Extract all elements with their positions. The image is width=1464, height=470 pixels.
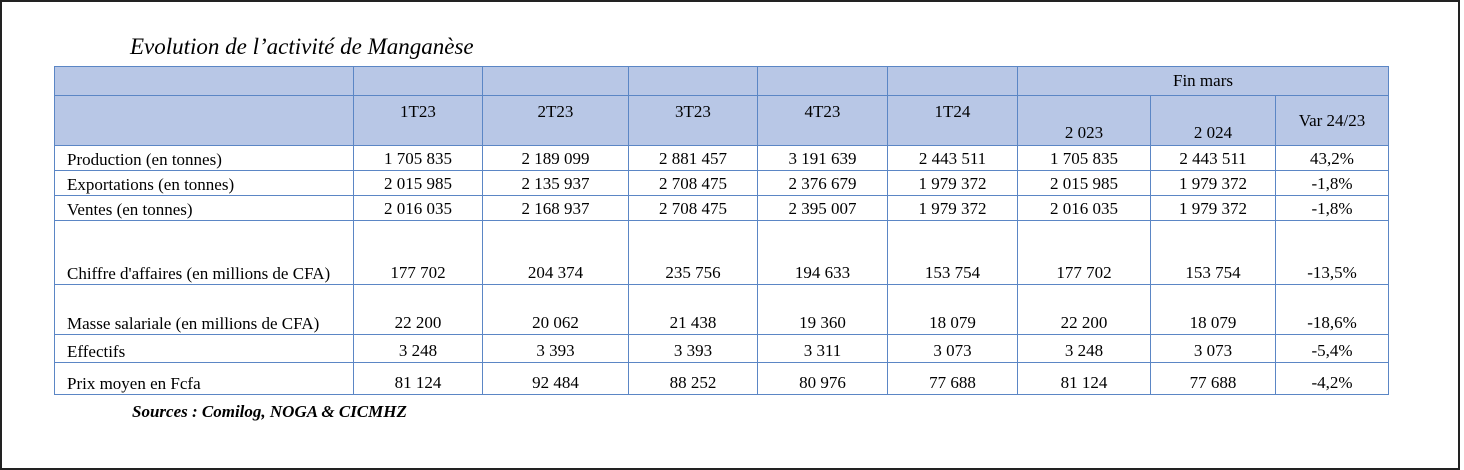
cell: 77 688 [887, 362, 1018, 395]
cell: -1,8% [1275, 170, 1389, 196]
row-label: Exportations (en tonnes) [54, 170, 354, 196]
header-cell [54, 95, 354, 146]
cell: 1 979 372 [887, 170, 1018, 196]
source: Sources : Comilog, NOGA & CICMHZ [132, 402, 407, 421]
cell: 20 062 [482, 284, 629, 335]
cell: -18,6% [1275, 284, 1389, 335]
cell: 2 168 937 [482, 195, 629, 221]
cell: 2 135 937 [482, 170, 629, 196]
cell: -1,8% [1275, 195, 1389, 221]
cell: 177 702 [353, 220, 483, 285]
title: Evolution de l’activité de Manganèse [130, 34, 474, 59]
column-header: 1T24 [887, 95, 1018, 146]
cell: 19 360 [757, 284, 888, 335]
cell: 18 079 [1150, 284, 1276, 335]
cell: 2 016 035 [1017, 195, 1151, 221]
table: Fin mars 1T23 2T23 3T23 4T23 1T24 2 023 2 024 V… [54, 66, 1389, 395]
cell: 3 073 [1150, 334, 1276, 363]
cell: 3 248 [353, 334, 483, 363]
cell: 22 200 [1017, 284, 1151, 335]
cell: 2 189 099 [482, 145, 629, 171]
cell: 92 484 [482, 362, 629, 395]
cell: 3 393 [482, 334, 629, 363]
cell: 2 016 035 [353, 195, 483, 221]
cell: -13,5% [1275, 220, 1389, 285]
row-label: Effectifs [54, 334, 354, 363]
cell: 3 073 [887, 334, 1018, 363]
cell: 204 374 [482, 220, 629, 285]
cell: 80 976 [757, 362, 888, 395]
cell: 153 754 [1150, 220, 1276, 285]
row-label: Prix moyen en Fcfa [54, 362, 354, 395]
column-header: 2T23 [482, 95, 629, 146]
cell: 2 443 511 [1150, 145, 1276, 171]
header-cell [54, 66, 354, 96]
table-row: Chiffre d'affaires (en millions de CFA) 1… [54, 220, 1389, 285]
cell: 2 015 985 [1017, 170, 1151, 196]
cell: 235 756 [628, 220, 758, 285]
cell: 1 979 372 [1150, 195, 1276, 221]
cell: 2 881 457 [628, 145, 758, 171]
cell: 1 705 835 [1017, 145, 1151, 171]
header-cell [482, 66, 629, 96]
cell: 1 979 372 [887, 195, 1018, 221]
table-row: Effectifs 3 248 3 393 3 393 3 311 3 073 3 248 3… [54, 334, 1389, 363]
cell: 1 979 372 [1150, 170, 1276, 196]
row-label: Ventes (en tonnes) [54, 195, 354, 221]
column-header: 4T23 [757, 95, 888, 146]
cell: 194 633 [757, 220, 888, 285]
group-header: Fin mars [1017, 66, 1389, 96]
cell: 81 124 [353, 362, 483, 395]
cell: 2 708 475 [628, 170, 758, 196]
cell: 2 443 511 [887, 145, 1018, 171]
table-row: Exportations (en tonnes) 2 015 985 2 135 9… [54, 170, 1389, 196]
row-label: Masse salariale (en millions de CFA) [54, 284, 354, 335]
cell: 2 708 475 [628, 195, 758, 221]
cell: -4,2% [1275, 362, 1389, 395]
header-cell [887, 66, 1018, 96]
column-header: 2 023 [1017, 95, 1151, 146]
column-header: 1T23 [353, 95, 483, 146]
cell: 2 015 985 [353, 170, 483, 196]
cell: 3 248 [1017, 334, 1151, 363]
cell: 81 124 [1017, 362, 1151, 395]
cell: 3 191 639 [757, 145, 888, 171]
cell: 22 200 [353, 284, 483, 335]
table-row: Masse salariale (en millions de CFA) 22 2… [54, 284, 1389, 335]
cell: 77 688 [1150, 362, 1276, 395]
column-header: Var 24/23 [1275, 95, 1389, 146]
cell: 88 252 [628, 362, 758, 395]
table-row: Production (en tonnes) 1 705 835 2 189 099… [54, 145, 1389, 171]
cell: 18 079 [887, 284, 1018, 335]
cell: -5,4% [1275, 334, 1389, 363]
cell: 177 702 [1017, 220, 1151, 285]
column-header: 3T23 [628, 95, 758, 146]
cell: 153 754 [887, 220, 1018, 285]
cell: 2 395 007 [757, 195, 888, 221]
row-label: Chiffre d'affaires (en millions de CFA) [54, 220, 354, 285]
cell: 43,2% [1275, 145, 1389, 171]
header-cell [353, 66, 483, 96]
row-label: Production (en tonnes) [54, 145, 354, 171]
cell: 3 393 [628, 334, 758, 363]
table-row: Prix moyen en Fcfa 81 124 92 484 88 252 80 9… [54, 362, 1389, 395]
cell: 3 311 [757, 334, 888, 363]
header-cell [757, 66, 888, 96]
column-header: 2 024 [1150, 95, 1276, 146]
cell: 2 376 679 [757, 170, 888, 196]
table-row: Ventes (en tonnes) 2 016 035 2 168 937 2 70… [54, 195, 1389, 221]
cell: 1 705 835 [353, 145, 483, 171]
header-cell [628, 66, 758, 96]
cell: 21 438 [628, 284, 758, 335]
